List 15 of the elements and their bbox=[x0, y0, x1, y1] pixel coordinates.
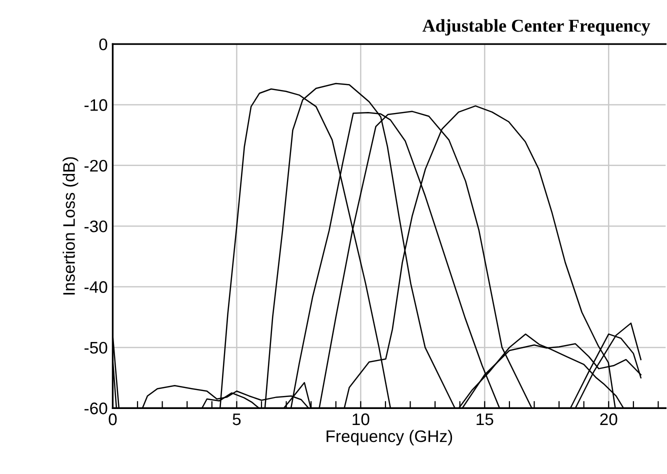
x-axis-title: Frequency (GHz) bbox=[326, 430, 452, 446]
y-tick-label: -20 bbox=[84, 160, 108, 172]
x-tick-label: 15 bbox=[476, 414, 494, 426]
y-tick-label: -10 bbox=[84, 99, 108, 111]
y-tick-label: -50 bbox=[84, 342, 108, 354]
y-tick-label: -30 bbox=[84, 220, 108, 232]
chart-title: Adjustable Center Frequency bbox=[422, 19, 650, 36]
y-tick-label: -60 bbox=[84, 402, 108, 414]
x-tick-label: 10 bbox=[352, 413, 370, 426]
x-tick-label: 5 bbox=[232, 414, 241, 426]
y-tick-label: -40 bbox=[84, 281, 108, 293]
y-axis-title: Insertion Loss (dB) bbox=[62, 157, 78, 294]
x-tick-label: 0 bbox=[108, 413, 117, 426]
y-tick-label: 0 bbox=[99, 38, 108, 50]
x-tick-label: 20 bbox=[600, 413, 618, 426]
